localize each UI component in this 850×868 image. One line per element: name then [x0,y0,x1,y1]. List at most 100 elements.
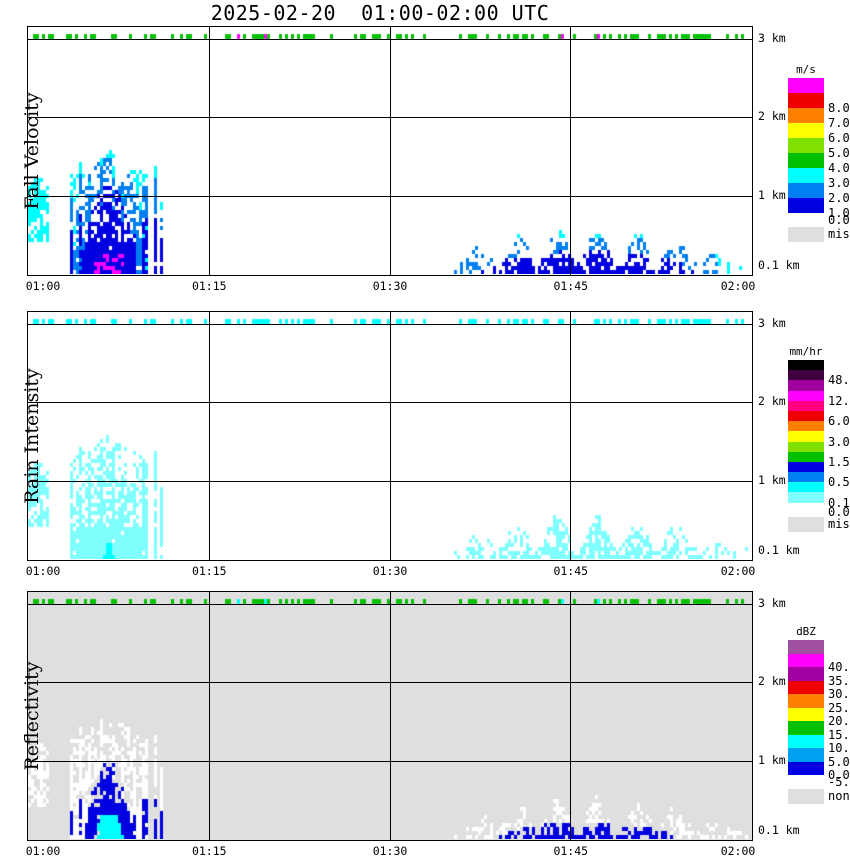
x-axis-tick-label: 01:15 [191,564,227,578]
colorbar-tick-label: 12.0 [828,393,850,408]
colorbar-swatches [788,78,824,213]
x-axis-tick-label: 01:00 [25,564,61,578]
x-axis-tick-label: 01:45 [553,564,589,578]
x-axis-tick-label: 01:15 [191,279,227,293]
colorbar-swatch [788,93,824,108]
colorbar-missing-swatch [788,789,824,804]
y-axis-tick-label: 0.1 km [758,823,800,838]
x-axis-tick-label: 02:00 [720,279,756,293]
colorbar-tick-label: 10.0 [828,741,850,755]
colorbar-swatch [788,168,824,183]
colorbar-swatch [788,721,824,735]
y-axis-tick-label: 2 km [758,394,786,409]
x-axis-tick-label: 01:45 [553,279,589,293]
y-axis-tick-label: 1 km [758,187,786,202]
axis-title-rain-intensity: Rain Intensity [21,368,43,504]
colorbar-swatch [788,761,824,775]
colorbar-swatch [788,198,824,213]
x-axis-tick-label: 02:00 [720,564,756,578]
panel-reflectivity: Reflectivity 3 km 2 km 1 km 0.1 km 01:00 01:1… [21,591,800,858]
colorbar-missing-label: miss [828,516,850,531]
colorbar-swatch [788,451,824,462]
colorbar-tick-label: 8.0 [828,101,850,115]
colorbar-tick-label: 4.0 [828,161,850,175]
colorbar-unit-label: mm/hr [789,345,823,358]
y-axis-tick-label: 1 km [758,472,786,487]
y-axis-tick-label: 0.1 km [758,543,800,558]
colorbar-unit-label: m/s [796,63,816,76]
colorbar-swatch [788,380,824,391]
y-axis-tick-label: 3 km [758,595,786,610]
colorbar-swatch [788,441,824,452]
colorbar-swatch [788,461,824,473]
y-axis-tick-label: 2 km [758,674,786,689]
colorbar-tick-label: 1.5 [828,455,850,469]
plot-area-rain-intensity[interactable] [27,311,753,561]
colorbar-tick-label: 40.0 [828,660,850,674]
colorbar-tick-label: 48.0 [828,373,850,388]
colorbar-swatch [788,370,824,381]
colorbar-swatch [788,734,824,748]
gridline-vertical [208,592,210,840]
colorbar-swatch [788,748,824,762]
colorbar-swatch [788,108,824,123]
gridline-vertical [570,592,572,840]
colorbar-swatch [788,431,824,442]
x-axis-tick-label: 01:30 [372,279,408,293]
colorbar-tick-label: 6.0 [828,131,850,145]
gridline-vertical [389,27,391,275]
y-axis-tick-label: 0.1 km [758,258,800,273]
colorbar-tick-label: 1.0 [828,206,850,220]
y-axis-tick-label: 2 km [758,109,786,124]
plot-area-fall-velocity[interactable] [27,26,753,276]
colorbar-swatch [788,123,824,138]
colorbar-swatches [788,360,824,503]
colorbar-tick-label: 0.0 [828,768,850,782]
colorbar-swatch [788,694,824,708]
colorbar-tick-label: 25.0 [828,700,850,715]
gridline-vertical [208,312,210,560]
panel-rain-intensity: Rain Intensity 3 km 2 km 1 km 0.1 km 01:00 01… [21,311,800,578]
gridline-vertical [389,592,391,840]
colorbar-swatches [788,640,824,775]
colorbar-swatch [788,410,824,422]
colorbar-swatch [788,680,824,694]
colorbar-min-label: -5.0 [828,775,850,789]
colorbar-tick-label: 20.0 [828,714,850,728]
colorbar-swatch [788,153,824,168]
panel-fall-velocity: Fall Velocity 3 km 2 km 1 km 0.1 km 01:00 01:… [21,26,800,293]
colorbar-swatch [788,653,824,667]
colorbar-tick-label: 30.0 [828,687,850,701]
colorbar-swatch [788,400,824,411]
colorbar-min-label: 0.0 [828,504,850,519]
axis-title-fall-velocity: Fall Velocity [21,92,43,210]
axis-title-reflectivity: Reflectivity [21,661,43,771]
x-axis-tick-label: 01:15 [191,844,227,858]
colorbar-swatch [788,390,824,401]
gridline-vertical [389,312,391,560]
colorbar-tick-label: 0.1 [828,495,850,510]
colorbar-swatch [788,78,824,93]
plot-area-reflectivity[interactable] [27,591,753,841]
colorbar-swatch [788,482,824,493]
colorbar-tick-label: 2.0 [828,191,850,205]
colorbar-tick-label: 5.0 [828,754,850,769]
colorbar-tick-label: 0.5 [828,475,850,490]
colorbar-tick-label: 15.0 [828,727,850,742]
x-axis-tick-label: 01:30 [372,564,408,578]
x-axis-tick-label: 01:30 [372,844,408,858]
colorbar-swatch [788,667,824,681]
colorbar-tick-label: 6.0 [828,414,850,429]
colorbar-swatch [788,138,824,153]
x-axis-tick-label: 02:00 [720,844,756,858]
x-axis-tick-label: 01:00 [25,844,61,858]
x-axis-tick-label: 01:00 [25,279,61,293]
colorbar-unit-label: dBZ [796,625,816,638]
colorbar-missing-label: none [828,789,850,803]
colorbar-swatch [788,360,824,371]
colorbar-missing-swatch [788,516,824,532]
colorbar-swatch [788,421,824,432]
colorbar-swatch [788,472,824,483]
colorbar-missing-label: miss [828,227,850,241]
